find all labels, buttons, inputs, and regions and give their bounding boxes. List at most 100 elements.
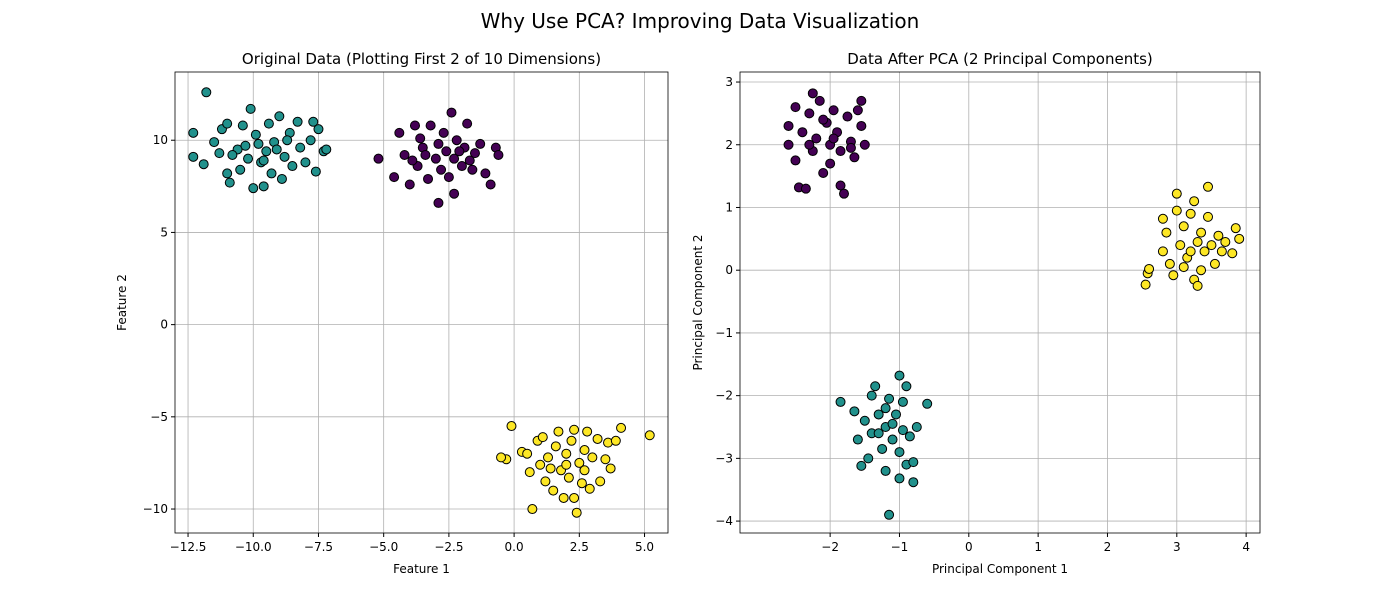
data-point (227, 149, 238, 160)
data-point (880, 465, 891, 476)
x-tick-label: 0 (965, 540, 973, 554)
y-tick-label: 2 (725, 138, 733, 152)
data-point (894, 370, 905, 381)
data-point (313, 124, 324, 135)
data-point (462, 118, 473, 129)
data-point (856, 460, 867, 471)
data-point (438, 127, 449, 138)
data-point (527, 504, 538, 515)
x-tick-label: −7.5 (304, 540, 333, 554)
data-point (901, 381, 912, 392)
data-point (911, 422, 922, 433)
data-point (574, 457, 585, 468)
data-point (295, 142, 306, 153)
data-point (1213, 230, 1224, 241)
x-tick-label: 5.0 (635, 540, 654, 554)
data-point (897, 425, 908, 436)
data-point (235, 164, 246, 175)
data-point (884, 393, 895, 404)
data-point (274, 111, 285, 122)
data-point (576, 478, 587, 489)
data-point (540, 476, 551, 487)
data-point (1220, 236, 1231, 247)
data-point (558, 492, 569, 503)
data-point (863, 453, 874, 464)
data-point (569, 424, 580, 435)
data-point (908, 477, 919, 488)
data-point (839, 188, 849, 199)
subplot-1: −12.5 −10.0 −7.5 −5.0 −2.5 0.0 2.5 5.0 −10 −5 0 5 10… (115, 50, 669, 576)
data-point (394, 127, 405, 138)
data-point (1192, 236, 1203, 247)
data-point (404, 179, 415, 190)
data-point (579, 465, 590, 476)
data-point (446, 107, 457, 118)
data-point (433, 197, 444, 208)
y-tick-label: 0 (160, 318, 168, 332)
data-point (1196, 227, 1207, 238)
data-point (835, 146, 846, 157)
data-point (897, 396, 908, 407)
data-point (579, 445, 590, 456)
data-point (399, 149, 410, 160)
data-point (595, 476, 606, 487)
y-tick-label: −3 (715, 451, 733, 465)
data-point (1178, 262, 1189, 273)
data-point (441, 146, 452, 157)
data-point (1171, 205, 1182, 216)
y-tick-label: −2 (715, 389, 733, 403)
data-point (1175, 240, 1186, 251)
data-point (261, 146, 272, 157)
data-point (828, 133, 839, 144)
data-point (571, 507, 582, 518)
data-point (271, 144, 282, 155)
data-point (849, 152, 860, 163)
data-point (852, 105, 863, 116)
data-point (887, 418, 898, 429)
data-point (550, 441, 561, 452)
subplot-title: Original Data (Plotting First 2 of 10 Di… (242, 50, 601, 68)
data-point (561, 459, 572, 470)
data-point (198, 159, 209, 170)
data-point (1157, 246, 1168, 257)
data-point (308, 116, 319, 127)
y-tick-label: 0 (725, 263, 733, 277)
data-point (245, 103, 256, 114)
data-point (305, 135, 316, 146)
data-point (537, 432, 548, 443)
data-point (436, 164, 447, 175)
data-point (253, 138, 264, 149)
data-point (873, 428, 884, 439)
data-point (292, 116, 303, 127)
data-point (287, 161, 298, 172)
data-point (430, 153, 441, 164)
data-point (409, 120, 420, 131)
data-point (493, 149, 504, 160)
data-point (1168, 270, 1179, 281)
data-point (908, 457, 919, 468)
data-point (188, 127, 199, 138)
data-point (852, 434, 863, 445)
y-tick-label: −4 (715, 514, 733, 528)
data-point (1171, 188, 1182, 199)
data-point (449, 188, 460, 199)
data-point (389, 172, 400, 183)
data-point (456, 161, 467, 172)
data-point (783, 139, 794, 150)
data-point (566, 435, 577, 446)
data-point (485, 179, 496, 190)
data-point (616, 422, 627, 433)
subplot-title: Data After PCA (2 Principal Components) (847, 50, 1153, 68)
axes-frame (739, 71, 1261, 534)
data-point (535, 459, 546, 470)
data-point (587, 452, 598, 463)
data-point (443, 172, 454, 183)
data-point (451, 135, 462, 146)
data-point (856, 120, 867, 131)
data-point (790, 102, 801, 113)
data-point (214, 148, 225, 159)
axes-frame (174, 71, 669, 534)
data-point (423, 173, 434, 184)
y-tick-label: 5 (160, 225, 168, 239)
